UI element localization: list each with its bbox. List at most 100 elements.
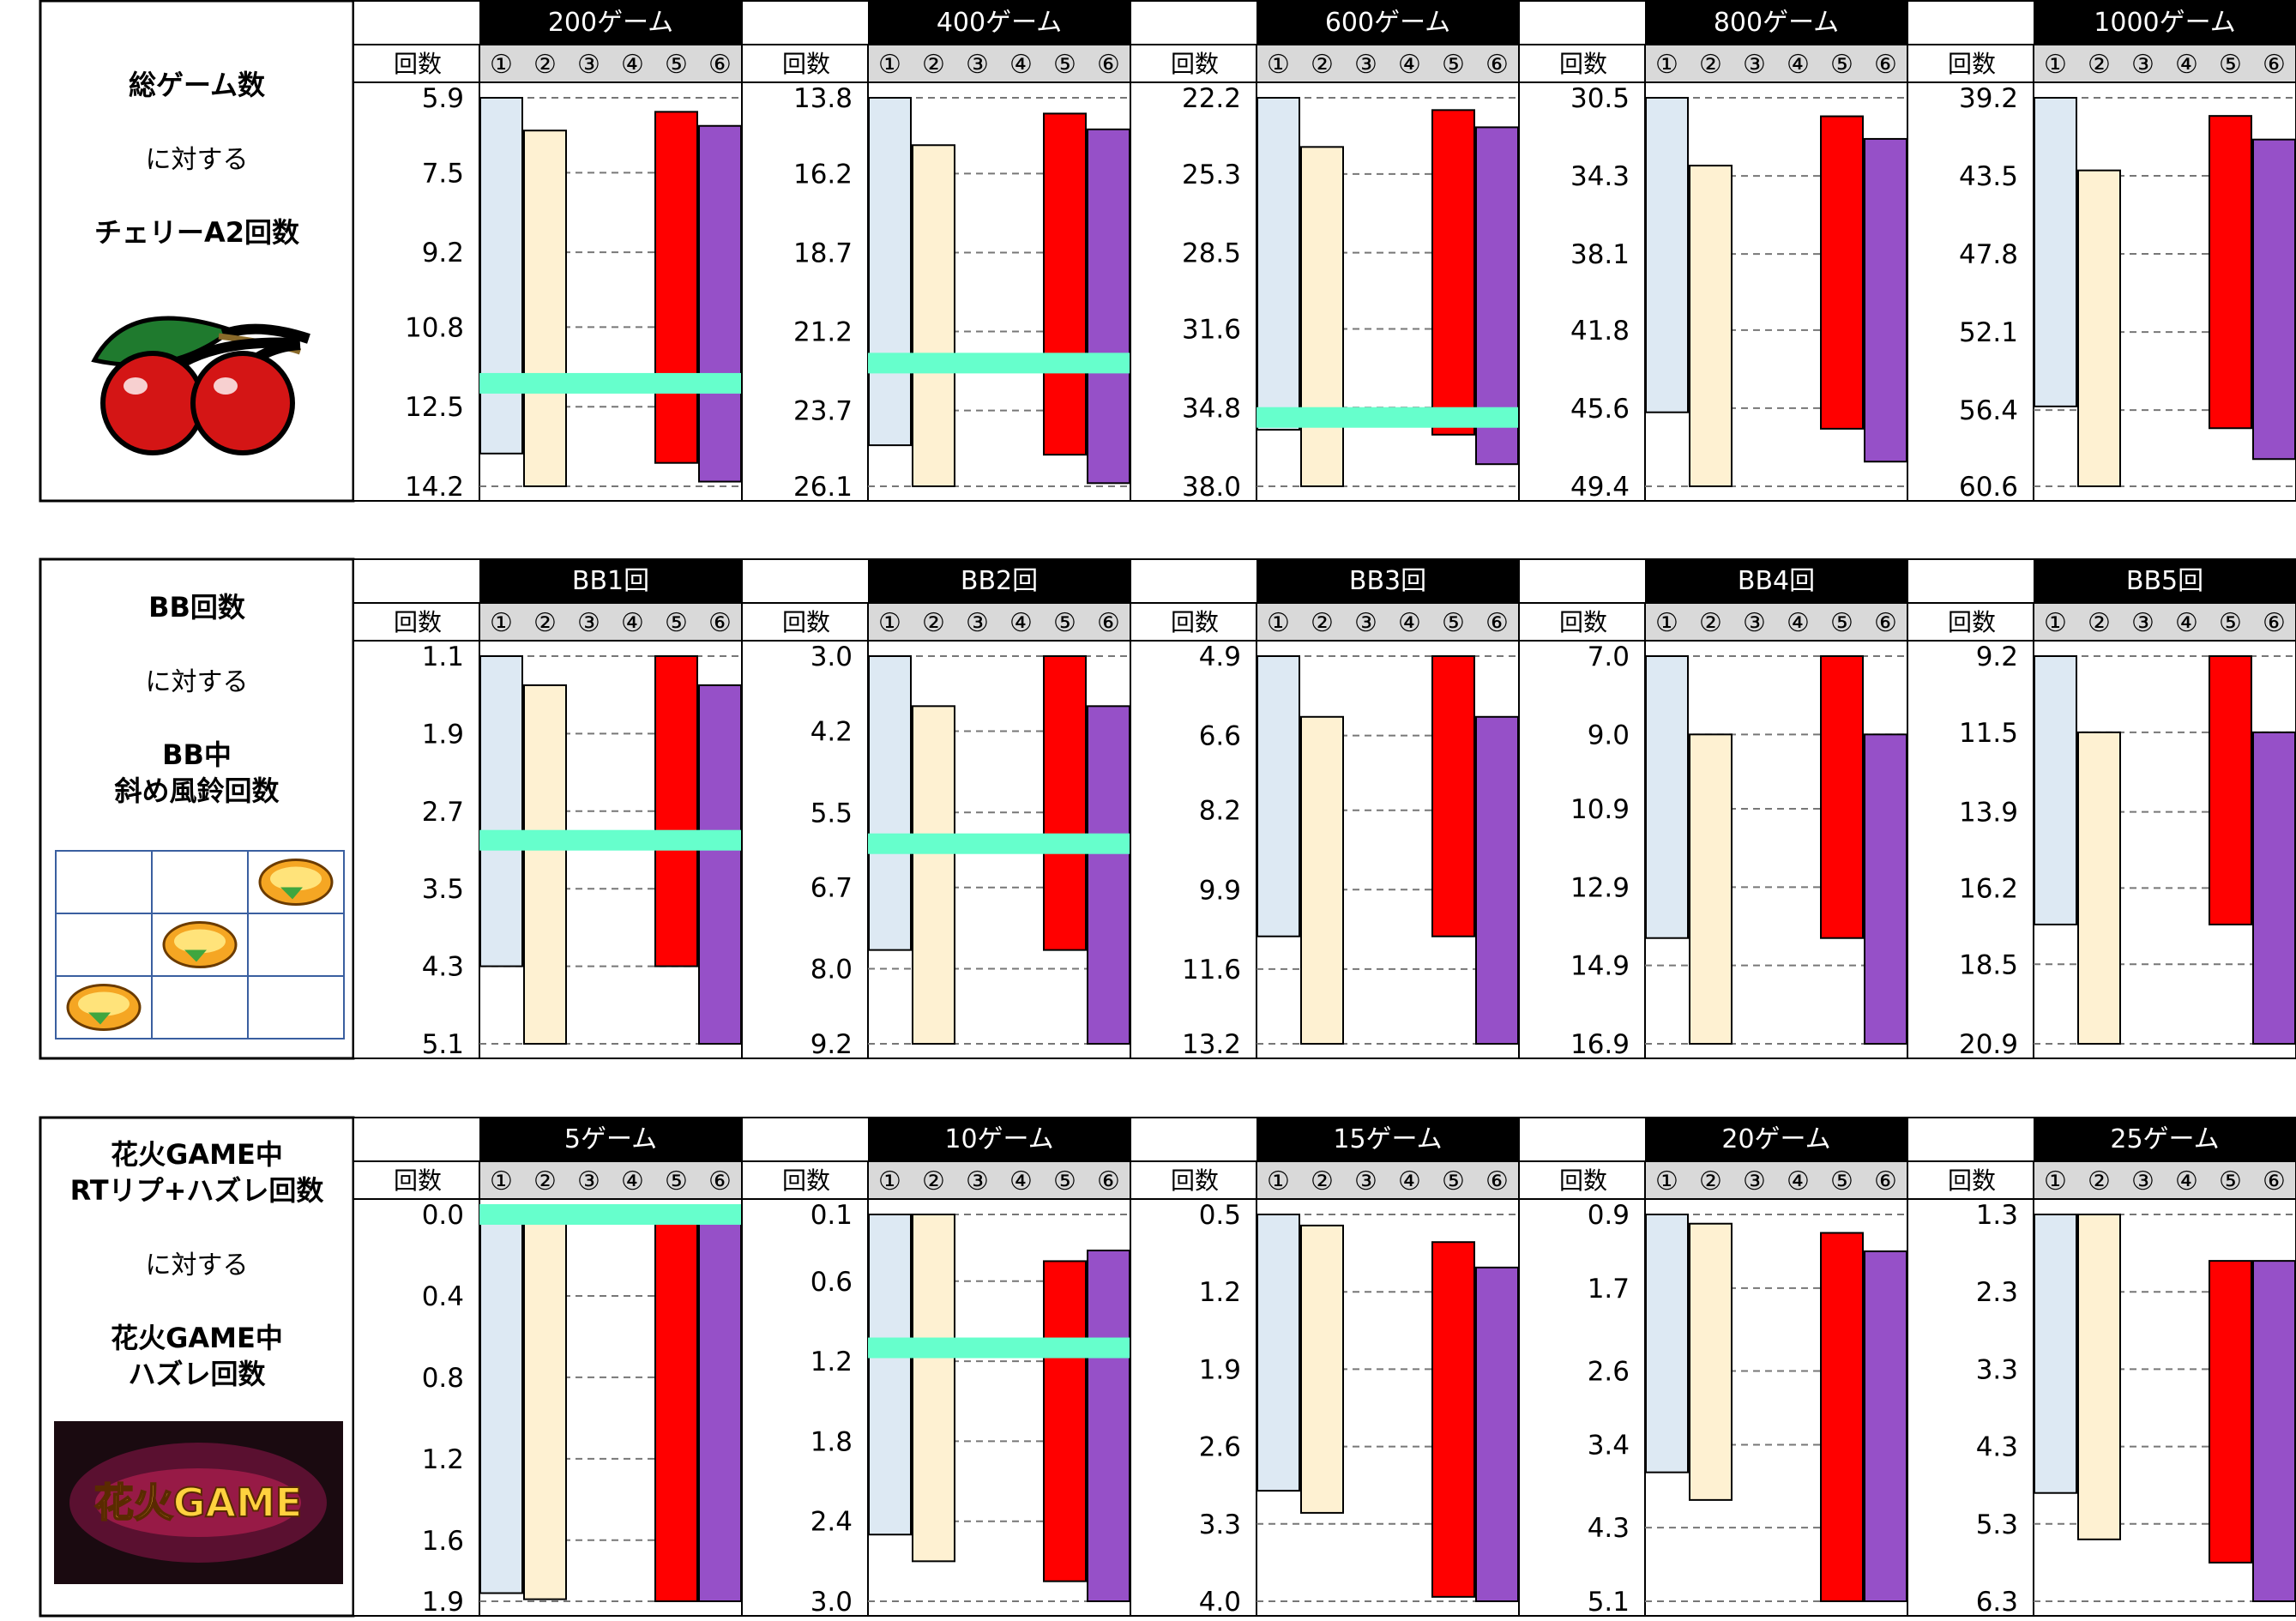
- tick-label: 0.9: [1588, 1200, 1630, 1231]
- left-panel-title: 総ゲーム数: [129, 69, 266, 101]
- bar-setting-5: [654, 655, 698, 967]
- tick-label: 10.9: [1570, 794, 1630, 825]
- bar-setting-5: [2209, 655, 2252, 925]
- bar-setting-2: [1689, 165, 1733, 487]
- setting-label: ⑤: [1442, 608, 1465, 638]
- tick-label: 1.8: [811, 1426, 853, 1457]
- reel-cell: [151, 850, 249, 914]
- logo-glow: [95, 1468, 301, 1537]
- reel-cell: [247, 913, 345, 977]
- setting-label: ②: [922, 1166, 945, 1196]
- setting-label: ④: [2175, 50, 2198, 80]
- tick-label: 39.2: [1959, 83, 2018, 114]
- setting-label: ②: [533, 50, 557, 80]
- left-panel-title-line: 花火GAME中: [111, 1138, 283, 1171]
- tick-label: 2.3: [1976, 1277, 2018, 1308]
- tick-label: 5.5: [811, 798, 853, 829]
- setting-label: ①: [490, 50, 513, 80]
- setting-label: ②: [2088, 50, 2111, 80]
- bar-setting-5: [654, 1214, 698, 1602]
- reel-cell: [247, 975, 345, 1039]
- bar-setting-6: [1087, 128, 1130, 485]
- setting-label: ④: [1398, 1166, 1421, 1196]
- setting-label: ⑤: [665, 608, 688, 638]
- panel-header: [2034, 559, 2296, 604]
- bar-setting-5: [1043, 112, 1087, 456]
- setting-label: ③: [577, 608, 600, 638]
- bell-icon-leaf: [88, 1012, 111, 1025]
- tick-label: 38.1: [1570, 239, 1630, 270]
- setting-label: ①: [490, 608, 513, 638]
- setting-label: ③: [1743, 50, 1766, 80]
- bar-setting-1: [479, 655, 523, 967]
- tick-label: 3.0: [811, 1587, 853, 1618]
- bar-setting-6: [1864, 1250, 1907, 1602]
- cherry-fruit: [100, 351, 205, 455]
- panel-header: [479, 559, 742, 604]
- count-header: 回数: [782, 1166, 830, 1195]
- panel-title: 600ゲーム: [1325, 8, 1450, 38]
- tick-label: 43.5: [1959, 161, 2018, 192]
- setting-label: ⑤: [1442, 1166, 1465, 1196]
- tick-label: 1.3: [1976, 1200, 2018, 1231]
- setting-label: ②: [1699, 50, 1722, 80]
- bell-reel-diagram: [55, 850, 345, 1039]
- settings-header-bg: [1256, 44, 1520, 83]
- panel-title: 10ゲーム: [944, 1124, 1053, 1154]
- left-panel-title: BB回数: [148, 591, 246, 624]
- bar-setting-2: [1689, 733, 1733, 1045]
- bar-setting-1: [1256, 97, 1300, 431]
- setting-label: ③: [577, 1166, 600, 1196]
- setting-label: ②: [922, 608, 945, 638]
- setting-label: ③: [966, 608, 989, 638]
- setting-label: ④: [621, 608, 644, 638]
- setting-label: ⑤: [1053, 608, 1076, 638]
- tick-label: 0.5: [1199, 1200, 1241, 1231]
- panel-title: 200ゲーム: [548, 8, 673, 38]
- setting-label: ⑥: [1097, 50, 1120, 80]
- bell-icon-highlight: [270, 866, 322, 891]
- setting-label: ③: [2131, 608, 2154, 638]
- panel-title: 5ゲーム: [564, 1124, 657, 1154]
- bar-setting-6: [1087, 1249, 1130, 1602]
- bar-setting-2: [1300, 715, 1344, 1045]
- setting-label: ①: [1655, 1166, 1678, 1196]
- bar-setting-6: [1087, 705, 1130, 1045]
- setting-label: ③: [1743, 608, 1766, 638]
- tick-label: 41.8: [1570, 316, 1630, 346]
- setting-label: ⑥: [708, 1166, 732, 1196]
- setting-label: ④: [1009, 1166, 1033, 1196]
- tick-label: 1.9: [1199, 1354, 1241, 1385]
- bar-setting-5: [1431, 1241, 1475, 1598]
- panel-header: [2034, 1118, 2296, 1162]
- left-panel-subtitle-line: 花火GAME中: [111, 1322, 283, 1354]
- setting-label: ②: [1311, 608, 1334, 638]
- tick-label: 5.1: [1588, 1587, 1630, 1618]
- bar-setting-1: [1645, 655, 1689, 939]
- bar-setting-5: [2209, 1260, 2252, 1564]
- tick-label: 1.9: [422, 1587, 464, 1618]
- current-value-marker: [1256, 407, 1519, 428]
- setting-label: ②: [1311, 1166, 1334, 1196]
- count-header: 回数: [1948, 1166, 1996, 1195]
- current-value-marker: [868, 353, 1130, 374]
- setting-label: ③: [1354, 1166, 1377, 1196]
- left-panel-subtitle-line: BB中: [162, 738, 232, 771]
- tick-label: 0.4: [422, 1281, 464, 1312]
- tick-label: 38.0: [1182, 472, 1241, 503]
- tick-label: 11.6: [1182, 955, 1241, 985]
- count-header: 回数: [1171, 1166, 1219, 1195]
- reel-cell: [55, 913, 153, 977]
- setting-label: ④: [621, 50, 644, 80]
- tick-label: 1.9: [422, 719, 464, 750]
- bar-setting-5: [2209, 115, 2252, 430]
- setting-label: ③: [1743, 1166, 1766, 1196]
- bar-setting-1: [868, 655, 912, 951]
- panel-header: [479, 1118, 742, 1162]
- settings-header-bg: [867, 602, 1131, 642]
- setting-label: ②: [2088, 608, 2111, 638]
